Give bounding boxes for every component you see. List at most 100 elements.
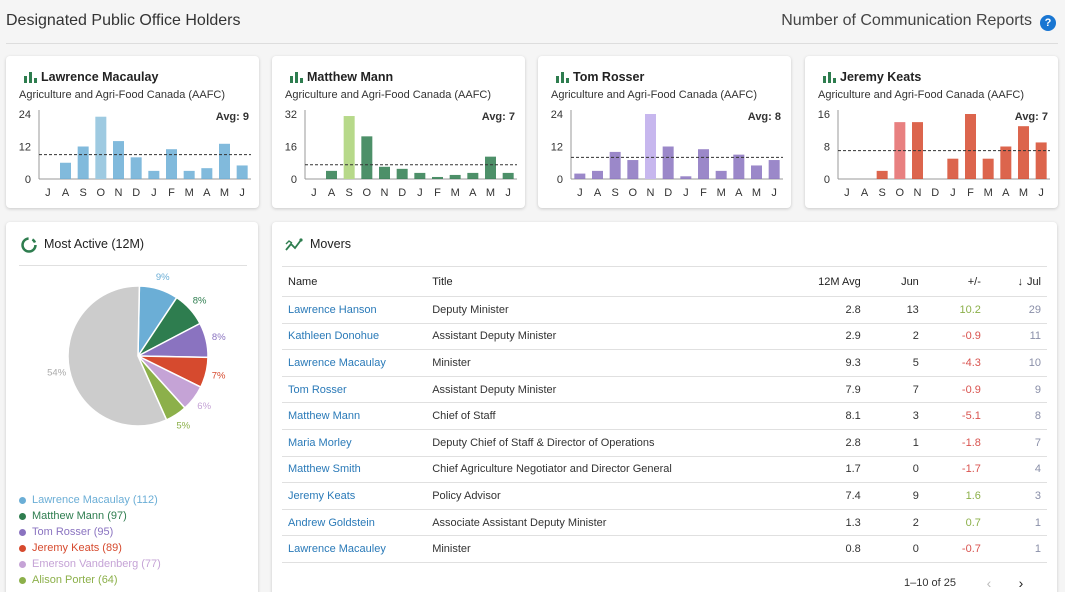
- x-tick-label: J: [151, 187, 157, 199]
- person-name: Lawrence Macaulay: [41, 70, 159, 84]
- help-icon[interactable]: ?: [1040, 15, 1056, 31]
- cell-name[interactable]: Matthew Smith: [282, 456, 427, 484]
- legend-item[interactable]: Tom Rosser (95): [19, 524, 161, 540]
- x-tick-label: S: [79, 187, 86, 199]
- col-header-jun[interactable]: Jun: [866, 266, 925, 297]
- x-tick-label: J: [683, 187, 689, 199]
- cell-name[interactable]: Maria Morley: [282, 429, 427, 457]
- bar: [361, 136, 373, 179]
- col-header-jul-label: Jul: [1026, 275, 1041, 288]
- legend-item[interactable]: Jeremy Keats (89): [19, 540, 161, 556]
- bar: [183, 170, 195, 179]
- x-tick-label: M: [451, 187, 460, 199]
- average-label: Avg: 9: [216, 111, 249, 123]
- cell-jun: 5: [866, 349, 925, 377]
- y-tick-label: 0: [291, 174, 297, 186]
- table-row[interactable]: Matthew Smith Chief Agriculture Negotiato…: [282, 456, 1047, 484]
- x-tick-label: M: [185, 187, 194, 199]
- cell-name[interactable]: Matthew Mann: [282, 402, 427, 430]
- cell-name[interactable]: Tom Rosser: [282, 376, 427, 404]
- person-card[interactable]: Matthew Mann Agriculture and Agri-Food Ca…: [272, 56, 525, 208]
- table-row[interactable]: Lawrence Macauley Minister 0.8 0 -0.7 1: [282, 535, 1047, 563]
- cell-title: Associate Assistant Deputy Minister: [426, 509, 757, 537]
- table-row[interactable]: Tom Rosser Assistant Deputy Minister 7.9 7-…: [282, 376, 1047, 404]
- cell-name[interactable]: Lawrence Hanson: [282, 296, 427, 324]
- average-label: Avg: 8: [748, 111, 781, 123]
- x-tick-label: O: [97, 187, 106, 199]
- cell-name[interactable]: Andrew Goldstein: [282, 509, 427, 537]
- cell-title: Minister: [426, 349, 757, 377]
- legend-dot: [19, 560, 26, 568]
- bar: [733, 154, 745, 179]
- y-tick-label: 16: [285, 142, 297, 154]
- pagination-label: 1–10 of 25: [904, 577, 956, 589]
- table-row[interactable]: Jeremy Keats Policy Advisor 7.4 9 1.6 3: [282, 482, 1047, 510]
- x-tick-label: O: [629, 187, 638, 199]
- pie-slice-label: 6%: [197, 401, 211, 412]
- y-tick-label: 0: [824, 174, 830, 186]
- x-tick-label: N: [115, 187, 123, 199]
- legend-item[interactable]: Emerson Vandenberg (77): [19, 556, 161, 572]
- x-tick-label: M: [717, 187, 726, 199]
- cell-12m-avg: 9.3: [756, 349, 867, 377]
- person-card[interactable]: Tom Rosser Agriculture and Agri-Food Cana…: [538, 56, 791, 208]
- bar: [751, 165, 762, 179]
- table-row[interactable]: Maria Morley Deputy Chief of Staff & Dire…: [282, 429, 1047, 457]
- legend-item[interactable]: Matthew Mann (97): [19, 508, 161, 524]
- y-tick-label: 32: [285, 109, 297, 121]
- header-divider: [6, 43, 1058, 44]
- bar: [876, 170, 888, 179]
- x-tick-label: F: [967, 187, 974, 199]
- bar: [1018, 126, 1029, 179]
- bar: [326, 170, 337, 179]
- col-header-12m-avg[interactable]: 12M Avg: [756, 266, 867, 297]
- bar: [414, 172, 426, 179]
- legend-dot: [19, 544, 26, 552]
- person-card[interactable]: Jeremy Keats Agriculture and Agri-Food Ca…: [805, 56, 1058, 208]
- cell-12m-avg: 2.9: [756, 323, 867, 351]
- x-tick-label: M: [1019, 187, 1028, 199]
- cell-name[interactable]: Lawrence Macauley: [282, 535, 427, 563]
- cell-jun: 7: [866, 376, 925, 404]
- cell-12m-avg: 7.9: [756, 376, 867, 404]
- bar: [1035, 142, 1047, 179]
- col-header-change[interactable]: +/-: [924, 266, 987, 297]
- bar: [592, 170, 603, 179]
- table-row[interactable]: Lawrence Macaulay Minister 9.3 5 -4.3 10: [282, 349, 1047, 377]
- pie-slice[interactable]: [67, 285, 168, 427]
- y-tick-label: 24: [551, 109, 563, 121]
- person-org: Agriculture and Agri-Food Canada (AAFC): [19, 89, 226, 101]
- cell-name[interactable]: Lawrence Macaulay: [282, 349, 427, 377]
- bar: [60, 162, 71, 179]
- cell-jul: 8: [986, 402, 1047, 430]
- cell-jul: 1: [986, 509, 1047, 537]
- table-row[interactable]: Lawrence Hanson Deputy Minister 2.8 13 10.2 2…: [282, 296, 1047, 324]
- legend-item[interactable]: Lawrence Macaulay (112): [19, 492, 161, 508]
- x-tick-label: A: [1002, 187, 1010, 199]
- col-header-name[interactable]: Name: [282, 266, 427, 297]
- chevron-left-icon[interactable]: ‹: [986, 575, 992, 591]
- ring-chart-icon: [21, 237, 37, 253]
- person-card[interactable]: Lawrence Macaulay Agriculture and Agri-Fo…: [6, 56, 259, 208]
- y-tick-label: 24: [19, 109, 31, 121]
- cell-jul: 4: [986, 456, 1047, 484]
- legend-item[interactable]: Alison Porter (64): [19, 572, 161, 588]
- table-row[interactable]: Kathleen Donohue Assistant Deputy Ministe…: [282, 323, 1047, 351]
- most-active-legend: Lawrence Macaulay (112) Matthew Mann (97)…: [19, 492, 161, 588]
- cell-name[interactable]: Kathleen Donohue: [282, 323, 427, 351]
- col-header-title[interactable]: Title: [426, 266, 757, 297]
- person-org: Agriculture and Agri-Food Canada (AAFC): [285, 89, 492, 101]
- cell-12m-avg: 1.7: [756, 456, 867, 484]
- cell-name[interactable]: Jeremy Keats: [282, 482, 427, 510]
- chevron-right-icon[interactable]: ›: [1018, 575, 1024, 591]
- table-row[interactable]: Matthew Mann Chief of Staff 8.1 3 -5.1 8: [282, 402, 1047, 430]
- bar: [912, 122, 923, 179]
- cell-title: Policy Advisor: [426, 482, 757, 510]
- bar: [574, 173, 586, 179]
- person-name: Tom Rosser: [573, 70, 645, 84]
- table-row[interactable]: Andrew Goldstein Associate Assistant Depu…: [282, 509, 1047, 537]
- col-header-jul[interactable]: ↓ Jul: [986, 266, 1047, 297]
- y-tick-label: 12: [551, 142, 563, 154]
- cell-change: -1.7: [924, 456, 987, 484]
